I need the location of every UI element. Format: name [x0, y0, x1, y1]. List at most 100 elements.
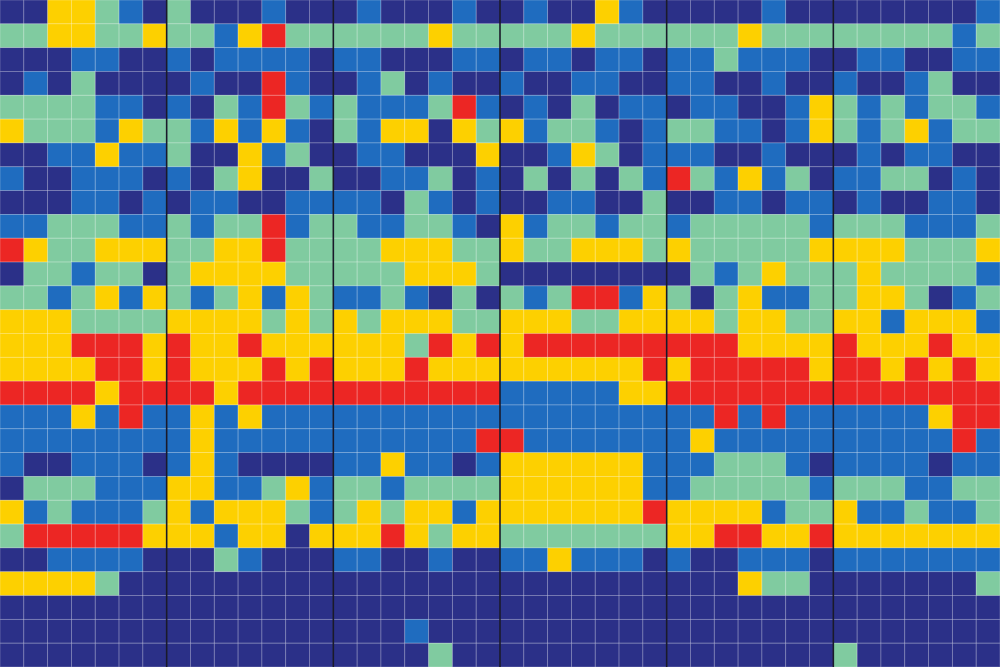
- cell: [404, 333, 429, 358]
- cell: [190, 166, 215, 191]
- cell: [94, 142, 120, 168]
- cell: [213, 47, 239, 72]
- cell: [166, 428, 191, 454]
- cell: [594, 571, 620, 596]
- cell: [380, 595, 406, 620]
- cell: [285, 213, 310, 239]
- cell: [47, 0, 72, 25]
- cell: [809, 47, 834, 72]
- cell: [713, 476, 739, 501]
- cell: [785, 642, 810, 667]
- cell: [690, 499, 715, 525]
- cell: [690, 142, 715, 168]
- cell: [94, 23, 120, 49]
- cell: [71, 213, 96, 239]
- cell: [951, 333, 977, 358]
- cell: [190, 190, 215, 215]
- cell: [904, 547, 929, 573]
- cell: [94, 0, 120, 25]
- cell: [309, 380, 334, 406]
- cell: [71, 237, 96, 263]
- cell: [761, 404, 787, 430]
- cell: [737, 452, 763, 477]
- cell: [118, 333, 144, 358]
- cell: [880, 118, 906, 144]
- cell: [166, 190, 191, 215]
- cell: [904, 261, 929, 287]
- cell: [309, 190, 334, 215]
- cell: [285, 94, 310, 120]
- cell: [618, 285, 644, 311]
- cell: [690, 618, 715, 644]
- cell: [285, 333, 310, 358]
- cell: [213, 166, 239, 191]
- cell: [190, 261, 215, 287]
- cell: [547, 595, 572, 620]
- cell: [856, 118, 882, 144]
- cell: [23, 261, 49, 287]
- cell: [285, 0, 310, 25]
- cell: [523, 237, 549, 263]
- cell: [594, 523, 620, 549]
- cell: [809, 94, 834, 120]
- cell: [785, 523, 810, 549]
- cell: [618, 94, 644, 120]
- cell: [332, 356, 358, 382]
- cell: [809, 380, 834, 406]
- cell: [261, 452, 287, 477]
- cell: [190, 499, 215, 525]
- cell: [951, 261, 977, 287]
- cell: [0, 118, 25, 144]
- cell: [142, 237, 168, 263]
- cell: [190, 71, 215, 96]
- cell: [785, 571, 810, 596]
- cell: [761, 237, 787, 263]
- cell: [951, 309, 977, 334]
- cell: [356, 94, 382, 120]
- cell: [618, 309, 644, 334]
- cell: [523, 23, 549, 49]
- cell: [475, 595, 501, 620]
- cell: [47, 237, 72, 263]
- cell: [428, 142, 453, 168]
- cell: [356, 428, 382, 454]
- cell: [642, 237, 668, 263]
- cell: [928, 618, 953, 644]
- cell: [166, 285, 191, 311]
- cell: [856, 523, 882, 549]
- cell: [404, 571, 429, 596]
- cell: [571, 166, 596, 191]
- cell: [618, 0, 644, 25]
- cell: [380, 142, 406, 168]
- cell: [309, 71, 334, 96]
- cell: [880, 428, 906, 454]
- cell: [928, 642, 953, 667]
- cell: [285, 476, 310, 501]
- cell: [213, 356, 239, 382]
- cell: [428, 47, 453, 72]
- cell: [356, 642, 382, 667]
- cell: [261, 523, 287, 549]
- cell: [809, 237, 834, 263]
- cell: [380, 190, 406, 215]
- cell: [642, 380, 668, 406]
- cell: [594, 309, 620, 334]
- cell: [809, 356, 834, 382]
- cell: [0, 213, 25, 239]
- cell: [47, 190, 72, 215]
- cell: [142, 452, 168, 477]
- cell: [904, 380, 929, 406]
- cell: [380, 309, 406, 334]
- cell: [642, 261, 668, 287]
- cell: [666, 71, 691, 96]
- cell: [118, 499, 144, 525]
- cell: [451, 333, 477, 358]
- cell: [47, 285, 72, 311]
- cell: [832, 642, 858, 667]
- cell: [832, 476, 858, 501]
- cell: [404, 166, 429, 191]
- cell: [951, 190, 977, 215]
- cell: [904, 23, 929, 49]
- cell: [404, 618, 429, 644]
- cell: [332, 309, 358, 334]
